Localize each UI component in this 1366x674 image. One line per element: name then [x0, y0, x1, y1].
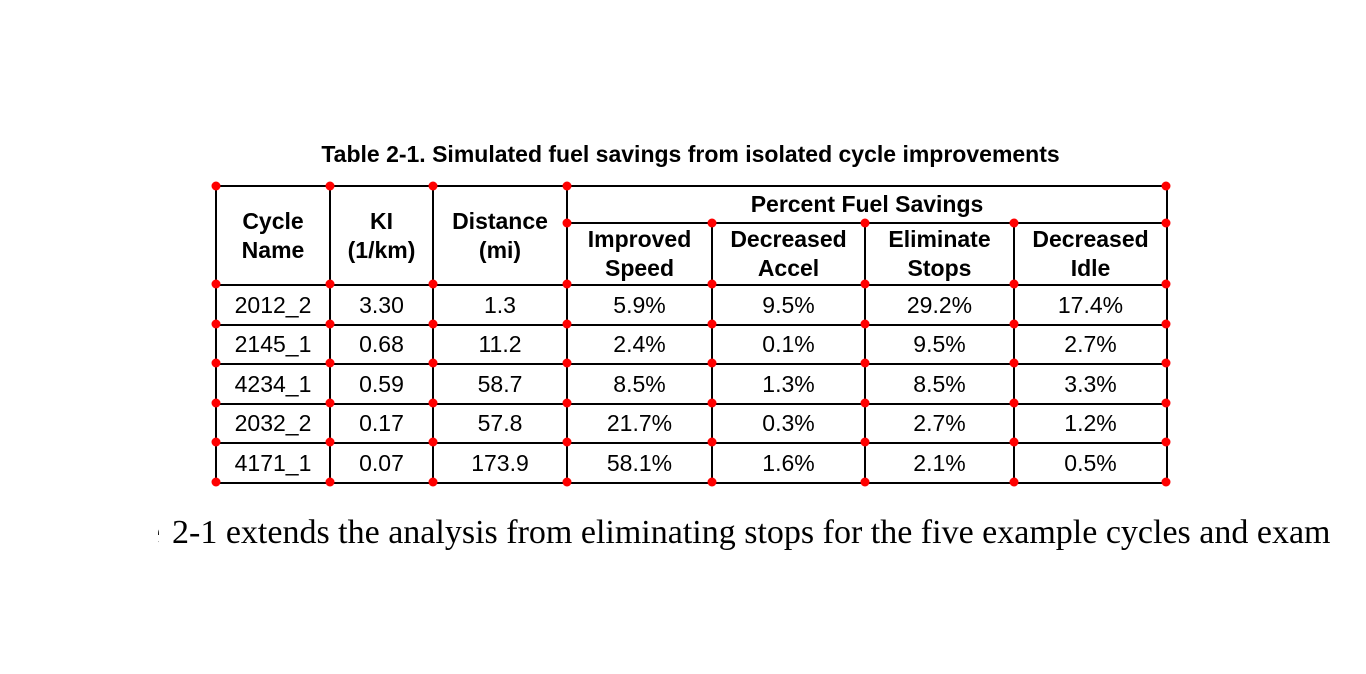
fuel-savings-table: Cycle Name KI (1/km) Distance (mi) Perce… [215, 185, 1169, 484]
header-line: Accel [757, 255, 820, 281]
cell-eliminate-stops: 29.2% [864, 284, 1015, 326]
col-header-decreased-accel: Decreased Accel [711, 222, 866, 286]
header-line: Name [241, 236, 305, 263]
clipped-char-fragment: e [158, 513, 166, 553]
span-header-percent-fuel-savings: Percent Fuel Savings [565, 185, 1169, 224]
cell-ki: 0.68 [329, 324, 434, 365]
cell-distance: 1.3 [432, 284, 568, 326]
cell-ki: 0.59 [329, 363, 434, 405]
col-header-cycle-name: Cycle Name [215, 185, 331, 286]
cell-cycle-name: 4234_1 [215, 363, 331, 405]
header-line: KI [370, 207, 393, 234]
col-header-decreased-idle: Decreased Idle [1012, 222, 1169, 286]
cell-eliminate-stops: 9.5% [864, 324, 1015, 365]
cell-improved-speed: 58.1% [566, 442, 713, 484]
cell-ki: 0.07 [329, 442, 434, 484]
header-line: Improved [587, 226, 692, 252]
table-row: 2145_1 0.68 11.2 2.4% 0.1% 9.5% 2.7% [215, 324, 1169, 365]
cell-improved-speed: 5.9% [566, 284, 713, 326]
clipped-char: e [158, 513, 160, 553]
cell-cycle-name: 2032_2 [215, 403, 331, 444]
cell-decreased-accel: 0.3% [711, 403, 866, 444]
cell-eliminate-stops: 8.5% [864, 363, 1015, 405]
header-line: Eliminate [888, 226, 991, 252]
cell-eliminate-stops: 2.7% [864, 403, 1015, 444]
cell-ki: 0.17 [329, 403, 434, 444]
header-line: Decreased [730, 226, 847, 252]
cell-ki: 3.30 [329, 284, 434, 326]
cell-decreased-idle: 17.4% [1012, 284, 1169, 326]
header-line: (1/km) [347, 236, 416, 263]
table-row: 2012_2 3.30 1.3 5.9% 9.5% 29.2% 17.4% [215, 284, 1169, 326]
cell-decreased-idle: 0.5% [1012, 442, 1169, 484]
cell-eliminate-stops: 2.1% [864, 442, 1015, 484]
col-header-improved-speed: Improved Speed [566, 222, 713, 286]
cell-improved-speed: 8.5% [566, 363, 713, 405]
table-caption: Table 2-1. Simulated fuel savings from i… [321, 141, 1060, 167]
cell-decreased-accel: 9.5% [711, 284, 866, 326]
cell-decreased-accel: 1.6% [711, 442, 866, 484]
col-header-ki: KI (1/km) [329, 185, 434, 286]
sub-header-row: Improved Speed Decreased Accel Eliminate… [216, 222, 1169, 286]
cell-distance: 58.7 [432, 363, 568, 405]
table-row: 4171_1 0.07 173.9 58.1% 1.6% 2.1% 0.5% [215, 442, 1169, 484]
cell-cycle-name: 2012_2 [215, 284, 331, 326]
cell-cycle-name: 2145_1 [215, 324, 331, 365]
header-line: Cycle [242, 207, 304, 234]
cell-distance: 11.2 [432, 324, 568, 365]
cell-cycle-name: 4171_1 [215, 442, 331, 484]
cell-distance: 173.9 [432, 442, 568, 484]
cell-distance: 57.8 [432, 403, 568, 444]
cell-decreased-accel: 0.1% [711, 324, 866, 365]
header-line: Distance [452, 207, 548, 234]
header-row-group: Cycle Name KI (1/km) Distance (mi) Perce… [215, 185, 1169, 286]
header-line: (mi) [478, 236, 522, 263]
cell-improved-speed: 21.7% [566, 403, 713, 444]
cell-decreased-accel: 1.3% [711, 363, 866, 405]
table-row: 2032_2 0.17 57.8 21.7% 0.3% 2.7% 1.2% [215, 403, 1169, 444]
cell-improved-speed: 2.4% [566, 324, 713, 365]
header-line: Speed [604, 255, 675, 281]
body-paragraph: 2-1 extends the analysis from eliminatin… [172, 514, 1331, 551]
col-header-eliminate-stops: Eliminate Stops [864, 222, 1015, 286]
cell-decreased-idle: 3.3% [1012, 363, 1169, 405]
col-header-distance: Distance (mi) [432, 185, 568, 286]
cell-decreased-idle: 1.2% [1012, 403, 1169, 444]
header-line: Idle [1070, 255, 1111, 281]
header-line: Decreased [1032, 226, 1149, 252]
header-line: Stops [907, 255, 972, 281]
table-row: 4234_1 0.59 58.7 8.5% 1.3% 8.5% 3.3% [215, 363, 1169, 405]
cell-decreased-idle: 2.7% [1012, 324, 1169, 365]
